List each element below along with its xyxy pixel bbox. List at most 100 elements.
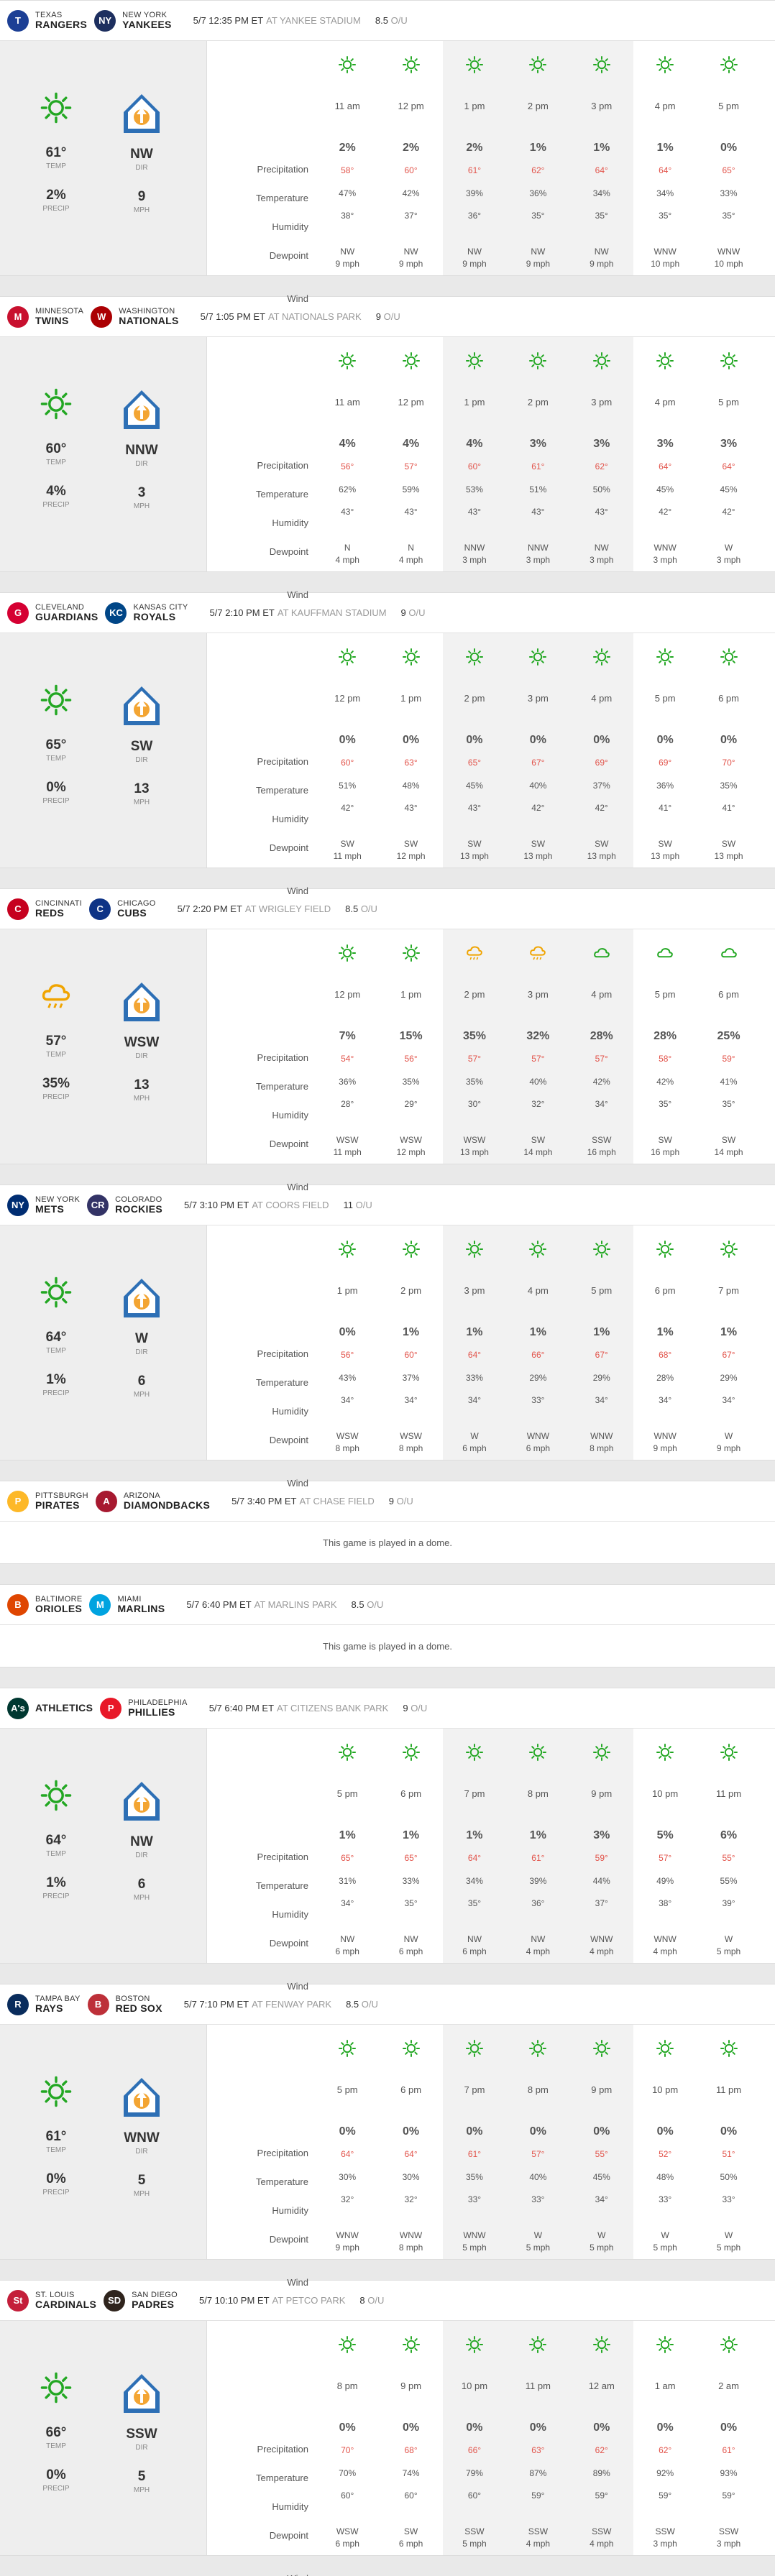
home-team[interactable]: SD SAN DIEGO PADRES — [104, 2289, 178, 2312]
hour-time: 4 pm — [654, 396, 676, 408]
home-team[interactable]: KC KANSAS CITY ROYALS — [105, 602, 188, 624]
sun-icon — [592, 41, 611, 86]
humidity-value: 36% — [339, 1076, 357, 1087]
wind-dir: WSW — [336, 1135, 359, 1146]
away-team[interactable]: M MINNESOTA TWINS — [7, 305, 83, 328]
wind-dir: SW — [467, 839, 482, 850]
wind-dir: WSW — [336, 2526, 359, 2537]
team-name: NATIONALS — [119, 315, 179, 326]
hour-time: 12 pm — [334, 692, 361, 704]
hour-column: 1 pm 4% 60° 53% 43° NNW 3 mph — [442, 337, 507, 571]
team-name: CUBS — [117, 907, 147, 919]
humidity-value: 47% — [339, 188, 357, 198]
wind-speed: 4 mph — [526, 1946, 551, 1957]
away-team[interactable]: A's ATHLETICS — [7, 1697, 93, 1719]
sun-icon — [402, 633, 421, 678]
wind-direction-icon — [121, 1276, 162, 1324]
temp-label: TEMP — [46, 2146, 66, 2154]
wind-speed: 8 mph — [590, 1443, 614, 1454]
wind-speed: 12 mph — [396, 851, 426, 862]
away-team[interactable]: C CINCINNATI REDS — [7, 898, 82, 920]
away-team[interactable]: NY NEW YORK METS — [7, 1194, 80, 1216]
hour-column: 12 pm 0% 60° 51% 42° SW 11 mph — [316, 633, 379, 868]
hour-column: 5 pm 0% 65° 33% 35° WNW 10 mph — [697, 41, 760, 275]
home-team[interactable]: A ARIZONA DIAMONDBACKS — [95, 1490, 210, 1512]
dewpoint-value: 33° — [531, 2194, 545, 2205]
temp-value: 64° — [404, 2149, 418, 2160]
game-time: 5/7 3:40 PM ET — [231, 1496, 297, 1506]
wind-value: WNW 4 mph — [633, 1915, 697, 1963]
hour-column: 3 pm 0% 67° 40% 42° SW 13 mph — [506, 633, 570, 868]
temp-value: 70° — [722, 758, 735, 768]
away-team[interactable]: G CLEVELAND GUARDIANS — [7, 602, 98, 624]
hour-time: 10 pm — [461, 2380, 488, 2391]
temp-value: 62° — [595, 461, 608, 472]
home-team[interactable]: M MIAMI MARLINS — [89, 1593, 165, 1616]
humidity-value: 41% — [720, 1076, 738, 1087]
home-team[interactable]: CR COLORADO ROCKIES — [87, 1194, 162, 1216]
dewpoint-value: 33° — [659, 2194, 672, 2205]
wind-speed: 10 mph — [714, 259, 743, 270]
over-under-label: O/U — [360, 903, 377, 914]
wind-dir: WNW — [336, 2230, 359, 2241]
wind-value: SSW 3 mph — [697, 2507, 760, 2555]
wind-value: N 4 mph — [379, 523, 442, 571]
wind-speed: 13 mph — [523, 851, 553, 862]
wind-speed: 4 mph — [526, 2539, 551, 2549]
temp-label: TEMP — [46, 1850, 66, 1858]
hour-time: 9 pm — [400, 2380, 422, 2391]
summary-temp: 61° — [45, 145, 67, 160]
home-team[interactable]: B BOSTON RED SOX — [87, 1993, 162, 2015]
humidity-value: 42% — [592, 1076, 610, 1087]
away-team[interactable]: B BALTIMORE ORIOLES — [7, 1593, 82, 1616]
summary-wind-dir: NW — [130, 1834, 153, 1849]
summary-temp: 64° — [45, 1833, 67, 1848]
wind-speed: 11 mph — [333, 851, 362, 862]
home-team[interactable]: P PHILADELPHIA PHILLIES — [100, 1697, 187, 1719]
game-time: 5/7 12:35 PM ET — [193, 15, 264, 26]
away-team[interactable]: T TEXAS RANGERS — [7, 9, 87, 32]
summary-wind-dir: WSW — [124, 1035, 160, 1050]
wind-value: SW 11 mph — [316, 819, 379, 868]
precip-label: PRECIP — [42, 501, 70, 509]
weather-summary: 60° TEMP 4% PRECIP NNW DIR 3 MPH — [0, 337, 206, 571]
wind-dir: SW — [531, 839, 546, 850]
wind-speed: 3 mph — [526, 555, 551, 566]
weather-summary: 66° TEMP 0% PRECIP SSW DIR 5 MPH — [0, 2321, 206, 2555]
away-team[interactable]: R TAMPA BAY RAYS — [7, 1993, 81, 2015]
away-team[interactable]: St ST. LOUIS CARDINALS — [7, 2289, 96, 2312]
home-team[interactable]: C CHICAGO CUBS — [89, 898, 155, 920]
sun-icon — [592, 1729, 611, 1774]
hourly-table: Precipitation Temperature Humidity Dewpo… — [206, 633, 775, 896]
wind-value: SSW 5 mph — [443, 2507, 506, 2555]
home-team[interactable]: NY NEW YORK YANKEES — [94, 9, 172, 32]
dewpoint-value: 39° — [722, 1898, 735, 1909]
wind-speed: 13 mph — [459, 1147, 489, 1158]
dir-label: DIR — [135, 164, 148, 172]
hour-column: 4 pm 3% 64° 45% 42° WNW 3 mph — [633, 337, 697, 571]
sun-icon — [592, 2321, 611, 2366]
dewpoint-value: 36° — [467, 211, 482, 221]
dewpoint-value: 35° — [722, 1099, 735, 1110]
home-team[interactable]: W WASHINGTON NATIONALS — [91, 305, 179, 328]
wind-dir: N — [408, 543, 414, 553]
away-team[interactable]: P PITTSBURGH PIRATES — [7, 1490, 88, 1512]
humidity-value: 92% — [656, 2467, 674, 2478]
wind-value: WNW 3 mph — [633, 523, 697, 571]
temp-value: 61° — [722, 2445, 735, 2456]
wind-speed: 14 mph — [714, 1147, 743, 1158]
summary-precip: 0% — [46, 780, 66, 795]
dir-label: DIR — [135, 2444, 148, 2452]
hour-column: 8 pm 1% 61° 39% 36° NW 4 mph — [506, 1729, 570, 1963]
precip-value: 1% — [593, 141, 610, 154]
yankees-logo: NY — [94, 9, 116, 32]
hour-time: 5 pm — [718, 396, 739, 408]
hour-column: 4 pm 1% 64° 34% 35° WNW 10 mph — [633, 41, 697, 275]
sun-icon — [465, 2321, 484, 2366]
hour-time: 4 pm — [591, 692, 613, 704]
wind-value: SSW 16 mph — [570, 1116, 633, 1164]
twins-logo: M — [7, 305, 29, 328]
hour-time: 8 pm — [336, 2380, 358, 2391]
hour-column: 8 pm 0% 70° 70% 60° WSW 6 mph — [316, 2321, 379, 2555]
temp-value: 64° — [722, 461, 735, 472]
